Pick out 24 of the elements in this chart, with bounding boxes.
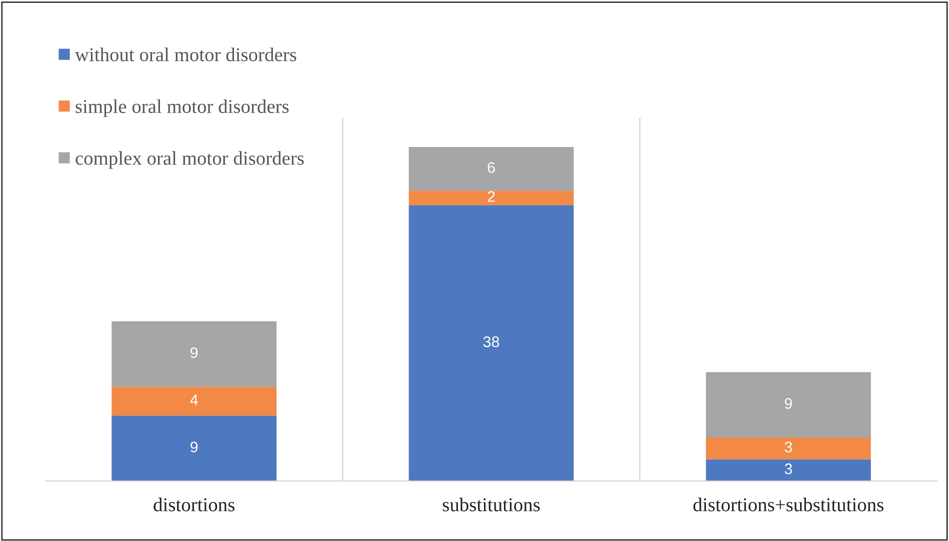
bar (408, 205, 574, 481)
legend-label: without oral motor disorders (74, 48, 296, 62)
data-label: 38 (483, 336, 500, 348)
x-tick-label: substitutions (442, 498, 540, 512)
bar (408, 147, 574, 191)
bar (112, 386, 277, 416)
bar (706, 437, 871, 460)
data-label: 4 (190, 394, 198, 406)
bar (706, 372, 871, 438)
bar (112, 321, 277, 387)
legend-label: complex oral motor disorders (76, 151, 304, 169)
data-label: 9 (190, 442, 198, 452)
data-label: 3 (784, 463, 792, 474)
bar (112, 416, 277, 481)
legend-label: simple oral motor disorders (76, 99, 289, 118)
data-label: 9 (784, 398, 792, 409)
x-tick-label: distortions+substitutions (693, 498, 884, 512)
data-label: 9 (190, 347, 198, 358)
x-tick-label: distortions (154, 498, 234, 512)
data-label: 3 (784, 442, 792, 452)
bar (706, 459, 871, 481)
data-label: 2 (488, 191, 495, 202)
data-label: 6 (488, 162, 495, 173)
bar (408, 190, 574, 206)
